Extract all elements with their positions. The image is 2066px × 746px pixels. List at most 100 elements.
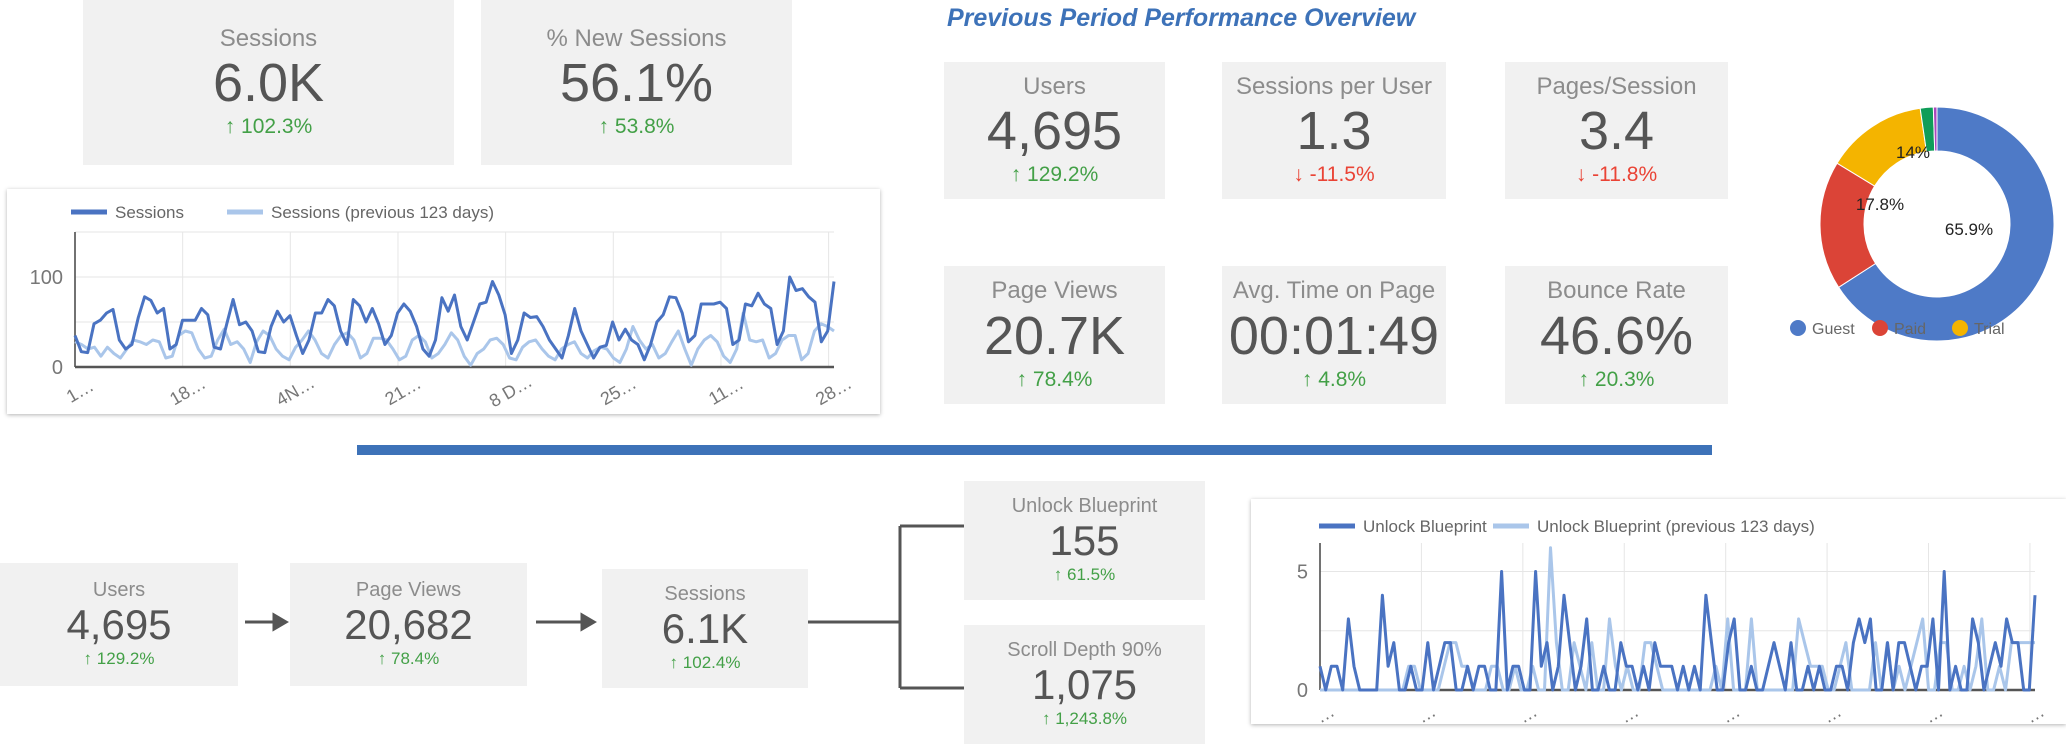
kpi-label: Pages/Session [1536,72,1697,100]
kpi-delta: 78.4% [391,649,440,669]
x-tick-label: … [1616,701,1642,724]
kpi-value: 46.6% [1539,305,1694,366]
arrow-up-icon: ↑ [1301,367,1319,391]
x-tick-label: … [1718,701,1744,724]
kpi-delta: 53.8% [614,115,675,139]
arrow-down-icon: ↓ [1575,163,1593,187]
kpi-value: 20,682 [344,601,473,649]
legend-dot [1952,320,1968,336]
legend-label: Unlock Blueprint (previous 123 days) [1537,517,1815,536]
y-tick-label: 5 [1297,561,1308,583]
kpi-delta: 129.2% [1027,163,1099,187]
kpi-card: Users 4,695 ↑ 129.2% [944,62,1165,199]
sessions-line-chart: Sessions Sessions (previous 123 days) 0 100… [7,189,880,414]
unlock-chart-svg: Unlock Blueprint Unlock Blueprint (previo… [1297,517,2048,727]
kpi-delta: 20.3% [1594,367,1655,391]
kpi-label: Page Views [991,277,1118,305]
kpi-card: Unlock Blueprint 155 ↑ 61.5% [964,481,1205,600]
kpi-value: 155 [1049,517,1120,565]
arrow-up-icon: ↑ [1041,709,1056,729]
kpi-label: Page Views [355,579,462,602]
series-line-current [1318,570,2037,692]
kpi-value: 4,695 [986,101,1123,162]
kpi-card-new-sessions: % New Sessions 56.1% ↑ 53.8% [481,0,792,165]
kpi-value: 6.0K [212,53,325,114]
x-tick-label: 4N… [273,372,319,410]
kpi-card: Bounce Rate 46.6% ↑ 20.3% [1505,266,1728,404]
slice-label: 14% [1896,143,1930,162]
section-title: Previous Period Performance Overview [947,4,1416,32]
legend-label: Sessions (previous 123 days) [271,203,494,222]
kpi-delta: 129.2% [96,649,155,669]
kpi-delta: 102.4% [682,653,741,673]
kpi-value: 00:01:49 [1228,305,1440,366]
x-tick-label: 8 D… [486,371,536,411]
arrow-up-icon: ↑ [1016,367,1033,391]
kpi-value: 1.3 [1296,101,1372,162]
x-tick-label: 1… [63,375,97,406]
x-tick-label: 21… [382,373,425,409]
kpi-label: Sessions [664,583,746,606]
x-tick-label: … [1921,701,1947,724]
y-tick-label: 0 [1297,680,1308,702]
kpi-value: 1,075 [1031,661,1138,709]
arrow-up-icon: ↑ [669,653,683,673]
y-tick-label: 100 [30,267,63,289]
x-tick-label: … [1414,701,1440,724]
donut-slice-guest [1837,106,2055,342]
kpi-label: Unlock Blueprint [1011,495,1158,518]
slice-label: 65.9% [1945,220,1993,239]
series-line-previous [1320,546,2035,692]
kpi-value: 6.1K [661,605,749,653]
kpi-label: % New Sessions [546,24,727,52]
kpi-value: 3.4 [1578,101,1655,162]
kpi-label: Users [92,579,146,602]
x-tick-label: 18… [166,373,209,409]
x-tick-label: 25… [597,373,640,409]
series-line-previous [74,311,835,367]
user-type-donut-chart: 65.9% 17.8% 14% Guest Paid Trial [1790,106,2055,342]
arrow-up-icon: ↑ [224,115,242,139]
arrow-up-icon: ↑ [83,649,97,669]
legend-dot [1872,320,1888,336]
kpi-label: Avg. Time on Page [1232,277,1436,305]
kpi-label: Sessions per User [1235,72,1433,100]
kpi-label: Users [1023,72,1086,100]
legend-dot [1790,320,1806,336]
kpi-card: Avg. Time on Page 00:01:49 ↑ 4.8% [1222,266,1446,404]
arrow-up-icon: ↑ [1053,565,1068,585]
arrow-up-icon: ↑ [377,649,392,669]
kpi-card: Scroll Depth 90% 1,075 ↑ 1,243.8% [964,625,1205,744]
arrow-right-icon [580,612,597,632]
kpi-delta: -11.8% [1592,163,1658,187]
kpi-value: 4,695 [66,601,172,649]
slice-label: 17.8% [1856,195,1904,214]
kpi-card: Page Views 20.7K ↑ 78.4% [944,266,1165,404]
legend-label: Paid [1894,321,1926,338]
legend-label: Guest [1812,321,1855,338]
legend-label: Unlock Blueprint [1363,517,1487,536]
kpi-label: Scroll Depth 90% [1007,639,1162,662]
y-tick-label: 0 [52,357,63,379]
sessions-chart-svg: Sessions Sessions (previous 123 days) 0 100… [30,203,855,411]
x-tick-label: … [1819,701,1845,724]
unlock-blueprint-line-chart: Unlock Blueprint Unlock Blueprint (previo… [1251,499,2066,727]
arrow-right-icon [272,612,289,632]
kpi-card: Users 4,695 ↑ 129.2% [0,563,238,686]
kpi-delta: 102.3% [241,115,313,139]
series-line-current [73,275,836,362]
arrow-up-icon: ↑ [1010,163,1028,187]
legend-label: Sessions [115,203,184,222]
kpi-label: Sessions [219,24,318,52]
kpi-delta: 1,243.8% [1055,709,1128,729]
x-tick-label: 28… [812,373,855,409]
x-tick-label: 11… [705,373,747,409]
kpi-card: Sessions per User 1.3 ↓ -11.5% [1222,62,1446,199]
arrow-up-icon: ↑ [1578,367,1595,391]
x-tick-label: … [1515,701,1541,724]
arrow-up-icon: ↑ [598,115,615,139]
kpi-card: Sessions 6.1K ↑ 102.4% [602,569,808,688]
donut-slice [1932,106,1938,152]
arrow-down-icon: ↓ [1293,163,1310,187]
x-tick-label: … [2022,701,2048,724]
